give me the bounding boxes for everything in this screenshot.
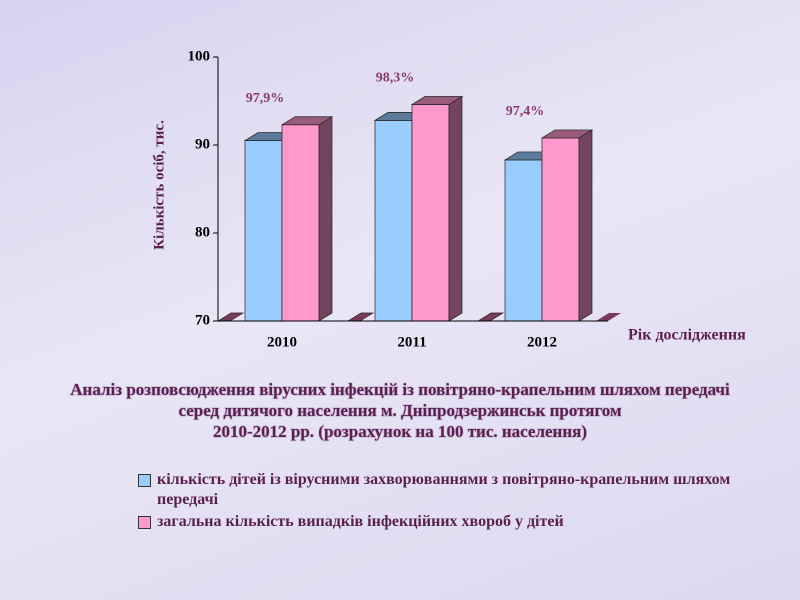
bar-front [541,137,580,322]
annotation: 97,4% [506,104,545,119]
bar-side [578,129,593,322]
legend-item: кількість дітей із вірусними захворюванн… [138,470,758,510]
bar-side [448,95,463,322]
bar [410,95,464,322]
legend: кількість дітей із вірусними захворюванн… [138,470,758,534]
x-axis-label: Рік дослідження [628,327,746,344]
legend-swatch [138,474,151,487]
bar-front [374,120,413,322]
bar-top [540,129,594,139]
floor [596,313,621,321]
floor [216,312,245,322]
legend-label: загальна кількість випадків інфекційних … [157,513,564,530]
bar-front [281,124,320,322]
x-tick-label: 2011 [397,334,426,350]
legend-item: загальна кількість випадків інфекційних … [138,512,758,532]
chart: 70 80 90 100 Кількість осіб, тис. Рік дослідж… [70,48,747,441]
bar-top [280,116,334,126]
annotation: 98,3% [376,71,415,86]
chart-title: Аналіз розповсюдження вірусних інфекцій … [70,380,730,399]
y-tick-label: 70 [195,312,210,328]
chart-title: 2010-2012 рр. (розрахунок на 100 тис. на… [213,422,587,441]
legend-swatch [138,516,151,529]
bar-front [411,104,450,322]
bar-front [504,159,543,322]
y-tick-label: 80 [195,224,210,240]
bar [540,129,594,322]
x-tick-label: 2012 [527,334,557,350]
bar-side [318,116,333,322]
floor [476,312,505,322]
x-tick-label: 2010 [267,334,297,350]
y-tick-label: 90 [195,136,210,152]
annotation: 97,9% [246,91,285,106]
chart-title: серед дитячого населення м. Дніпродзержи… [178,401,621,420]
floor [346,312,375,322]
y-tick-label: 100 [188,48,211,64]
legend-label: кількість дітей із вірусними захворюванн… [157,471,731,508]
bar-front [244,140,283,322]
bar [280,116,334,322]
bar-top [410,96,464,105]
y-axis-label: Кількість осіб, тис. [151,120,167,250]
